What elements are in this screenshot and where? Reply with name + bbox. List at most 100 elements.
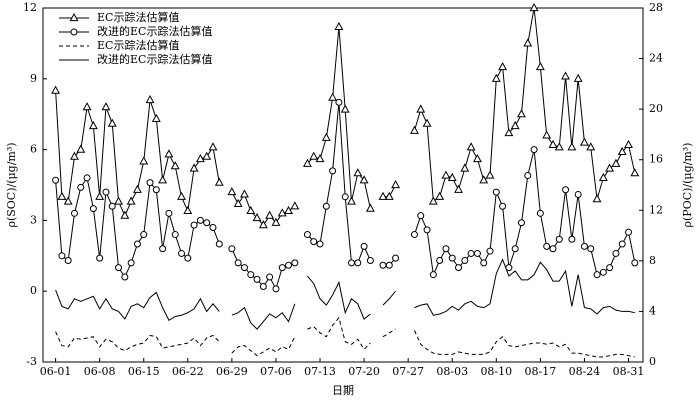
- triangle-marker: [265, 210, 275, 219]
- circle-marker: [580, 242, 588, 250]
- circle-marker: [329, 167, 337, 175]
- circle-marker: [347, 259, 355, 267]
- triangle-marker: [107, 118, 117, 127]
- triangle-marker: [70, 151, 79, 160]
- circle-marker: [511, 245, 519, 253]
- triangle-marker: [347, 196, 356, 205]
- circle-marker: [272, 285, 280, 293]
- triangle-marker: [410, 125, 419, 134]
- circle-marker: [127, 259, 135, 267]
- y2-tick-label: 28: [649, 1, 663, 14]
- triangle-marker: [233, 198, 243, 207]
- x-tick-label: 07-06: [260, 365, 292, 378]
- triangle-marker: [542, 130, 552, 139]
- triangle-marker: [479, 175, 489, 184]
- triangle-marker: [227, 187, 237, 196]
- triangle-marker: [315, 153, 325, 163]
- triangle-marker: [485, 170, 495, 179]
- triangle-marker: [208, 142, 218, 151]
- circle-marker: [303, 231, 311, 239]
- circle-marker: [89, 205, 97, 213]
- triangle-marker: [183, 205, 193, 215]
- circle-marker: [240, 264, 248, 272]
- circle-marker: [549, 245, 557, 253]
- legend-label: EC示踪法估算值: [97, 38, 179, 52]
- triangle-marker: [340, 104, 350, 113]
- x-tick-label: 06-08: [84, 365, 116, 378]
- triangle-marker: [321, 132, 331, 141]
- triangle-marker: [548, 139, 558, 148]
- y2-tick-label: 20: [649, 102, 663, 115]
- triangle-marker: [82, 102, 92, 111]
- circle-marker: [517, 219, 525, 227]
- triangle-marker: [51, 85, 61, 94]
- circle-marker: [178, 249, 186, 257]
- triangle-marker: [365, 203, 375, 212]
- legend-label: 改进的EC示踪法估算值: [97, 24, 212, 38]
- circle-marker: [159, 245, 167, 253]
- triangle-marker: [284, 205, 293, 215]
- circle-marker: [392, 254, 400, 262]
- triangle-marker: [472, 153, 482, 163]
- triangle-marker: [189, 163, 199, 172]
- y-tick-label: 0: [30, 284, 37, 297]
- x-tick-label: 07-27: [392, 365, 424, 378]
- circle-marker: [499, 202, 507, 210]
- triangle-marker: [158, 175, 168, 184]
- x-tick-label: 08-17: [525, 365, 557, 378]
- circle-marker: [234, 259, 242, 267]
- triangle-marker: [523, 38, 533, 47]
- triangle-marker: [63, 196, 73, 205]
- x-tick-label: 06-22: [172, 365, 204, 378]
- triangle-marker: [353, 168, 363, 177]
- circle-marker: [285, 261, 293, 269]
- plot-frame: [42, 7, 644, 363]
- circle-marker: [209, 223, 217, 231]
- triangle-marker: [586, 142, 596, 151]
- y2-tick-label: 16: [649, 153, 663, 166]
- triangle-marker: [88, 120, 98, 130]
- triangle-marker: [139, 156, 149, 165]
- x-tick-label: 08-24: [569, 365, 601, 378]
- circle-marker: [593, 271, 601, 279]
- triangle-marker: [57, 191, 67, 200]
- triangle-marker: [151, 113, 161, 123]
- y2-tick-label: 4: [649, 304, 656, 317]
- circle-marker: [473, 249, 481, 257]
- triangle-marker: [258, 220, 268, 229]
- circle-marker: [108, 202, 116, 210]
- circle-marker: [574, 190, 582, 198]
- triangle-marker: [441, 170, 451, 179]
- circle-marker: [486, 247, 494, 255]
- triangle-marker: [435, 191, 445, 200]
- circle-marker: [190, 221, 198, 229]
- series-line: [55, 316, 635, 358]
- circle-marker: [524, 172, 532, 180]
- y2-tick-label: 0: [649, 355, 656, 368]
- circle-marker: [322, 202, 330, 210]
- y-axis-label: ρ(SOC)/(μg/m³): [5, 142, 18, 227]
- triangle-marker: [126, 196, 136, 205]
- triangle-marker: [567, 142, 577, 151]
- circle-marker: [171, 231, 179, 239]
- y-tick-label: 3: [30, 213, 37, 226]
- triangle-marker: [246, 205, 256, 215]
- circle-marker: [121, 273, 129, 281]
- triangle-marker: [535, 61, 545, 71]
- triangle-marker: [76, 144, 86, 153]
- triangle-marker: [290, 201, 300, 210]
- series-line: [55, 258, 635, 330]
- circle-marker: [354, 259, 362, 267]
- y2-tick-label: 12: [649, 203, 663, 216]
- triangle-marker: [510, 120, 520, 130]
- y2-tick-label: 8: [649, 254, 656, 267]
- x-tick-label: 07-13: [304, 365, 336, 378]
- triangle-marker: [605, 163, 615, 172]
- triangle-marker: [359, 175, 369, 184]
- triangle-marker: [302, 158, 312, 167]
- circle-marker: [152, 186, 160, 194]
- circle-marker: [410, 231, 418, 239]
- triangle-marker: [573, 73, 583, 82]
- y-tick-label: 9: [30, 72, 37, 85]
- circle-marker: [102, 188, 110, 196]
